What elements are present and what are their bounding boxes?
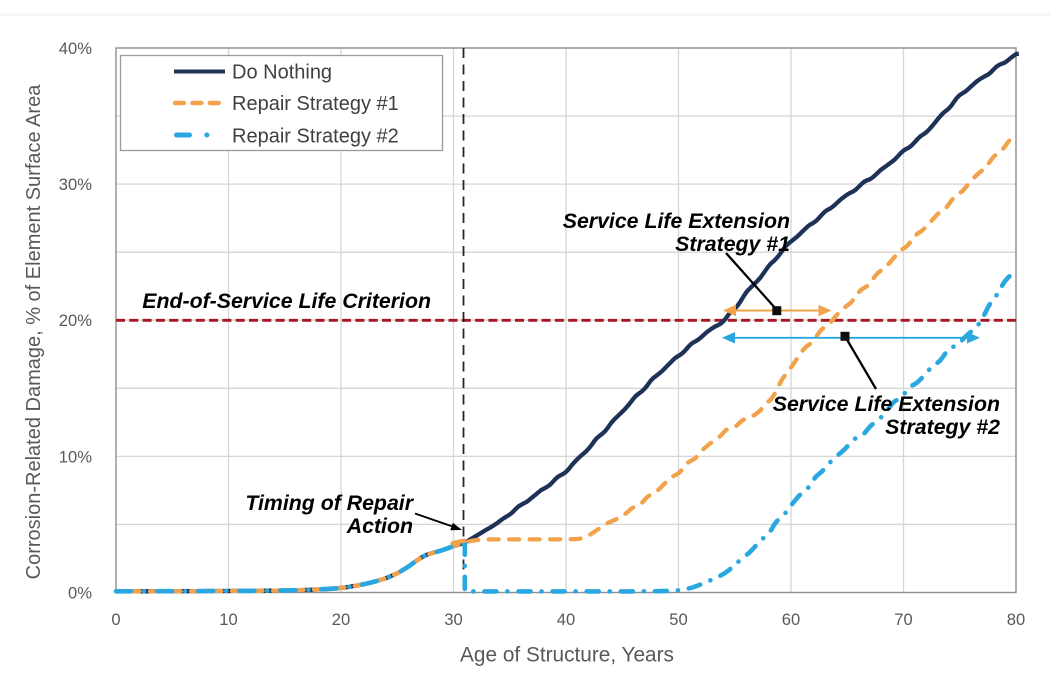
svg-text:10%: 10%: [59, 447, 92, 466]
svg-text:30%: 30%: [59, 175, 92, 194]
svg-text:End-of-Service Life Criterion: End-of-Service Life Criterion: [142, 289, 431, 313]
svg-text:Do Nothing: Do Nothing: [232, 62, 332, 84]
svg-text:60: 60: [782, 610, 800, 629]
svg-text:Repair Strategy #1: Repair Strategy #1: [232, 93, 399, 115]
svg-text:80: 80: [1007, 610, 1025, 629]
svg-text:Corrosion-Related Damage, % of: Corrosion-Related Damage, % of Element S…: [23, 84, 45, 580]
svg-text:0: 0: [111, 610, 120, 629]
svg-text:Repair Strategy #2: Repair Strategy #2: [232, 126, 399, 148]
svg-text:40: 40: [557, 610, 575, 629]
svg-text:Strategy #1: Strategy #1: [675, 232, 790, 256]
svg-text:Timing of Repair: Timing of Repair: [245, 491, 414, 515]
svg-text:Service Life Extension: Service Life Extension: [563, 209, 790, 233]
svg-text:20%: 20%: [59, 311, 92, 330]
svg-text:10: 10: [219, 610, 237, 629]
svg-text:Service Life Extension: Service Life Extension: [773, 392, 1000, 416]
svg-text:40%: 40%: [59, 39, 92, 58]
svg-text:Strategy #2: Strategy #2: [885, 415, 1000, 439]
svg-text:Age of Structure, Years: Age of Structure, Years: [460, 644, 674, 667]
svg-text:Action: Action: [346, 514, 413, 538]
svg-text:30: 30: [444, 610, 462, 629]
svg-text:0%: 0%: [68, 584, 92, 603]
svg-text:70: 70: [894, 610, 912, 629]
svg-text:50: 50: [669, 610, 687, 629]
svg-text:20: 20: [332, 610, 350, 629]
